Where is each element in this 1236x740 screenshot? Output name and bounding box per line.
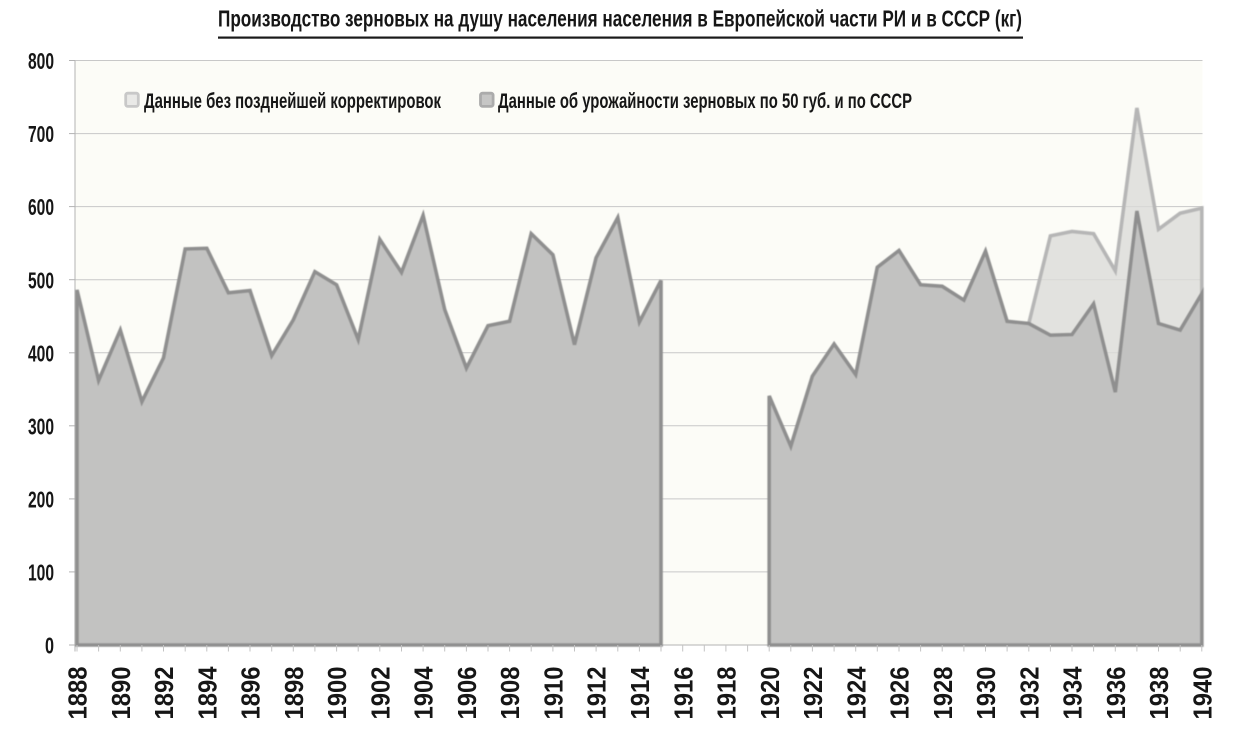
svg-text:600: 600 [28,194,54,220]
svg-text:1908: 1908 [495,667,525,720]
svg-text:1928: 1928 [928,667,958,720]
svg-text:700: 700 [28,121,54,147]
svg-text:1922: 1922 [798,667,828,720]
svg-text:1888: 1888 [63,667,93,720]
svg-text:1916: 1916 [668,667,698,720]
svg-text:400: 400 [28,340,54,366]
svg-text:1932: 1932 [1014,667,1044,720]
svg-text:1890: 1890 [106,667,136,720]
svg-text:1936: 1936 [1101,667,1131,720]
svg-text:1896: 1896 [236,667,266,720]
svg-text:1938: 1938 [1144,667,1174,720]
svg-text:1910: 1910 [539,667,569,720]
svg-text:1920: 1920 [755,667,785,720]
svg-text:Данные без позднейшей корректи: Данные без позднейшей корректировок [144,90,441,113]
svg-text:1902: 1902 [365,667,395,720]
svg-text:300: 300 [28,413,54,439]
svg-text:1926: 1926 [885,667,915,720]
svg-text:200: 200 [28,487,54,513]
svg-text:1898: 1898 [279,667,309,720]
svg-text:1904: 1904 [409,666,439,719]
svg-text:800: 800 [28,48,54,74]
svg-text:1892: 1892 [149,667,179,720]
svg-text:1900: 1900 [322,667,352,720]
svg-text:1918: 1918 [712,667,742,720]
svg-text:100: 100 [28,560,54,586]
svg-text:500: 500 [28,267,54,293]
svg-text:1906: 1906 [452,667,482,720]
svg-text:1930: 1930 [971,667,1001,720]
svg-text:0: 0 [45,633,54,659]
svg-text:1940: 1940 [1187,667,1217,720]
svg-text:1924: 1924 [841,666,871,719]
svg-text:1912: 1912 [582,667,612,720]
svg-text:Производство зерновых на душу: Производство зерновых на душу населения … [218,6,1022,32]
svg-text:1914: 1914 [625,666,655,719]
svg-text:Данные об урожайности зерновых: Данные об урожайности зерновых по 50 губ… [498,90,912,113]
svg-text:1934: 1934 [1058,666,1088,719]
svg-text:1894: 1894 [192,666,222,719]
